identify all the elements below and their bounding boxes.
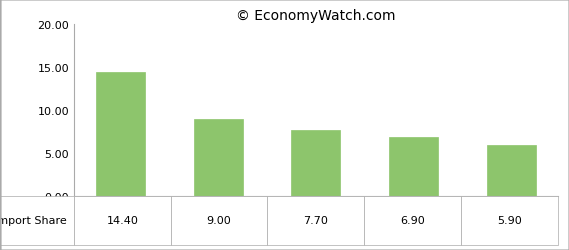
Bar [193, 119, 242, 196]
Bar [487, 146, 535, 196]
Bar [389, 137, 438, 196]
Bar [291, 130, 340, 196]
Title: © EconomyWatch.com: © EconomyWatch.com [236, 8, 395, 22]
Bar [96, 73, 145, 196]
